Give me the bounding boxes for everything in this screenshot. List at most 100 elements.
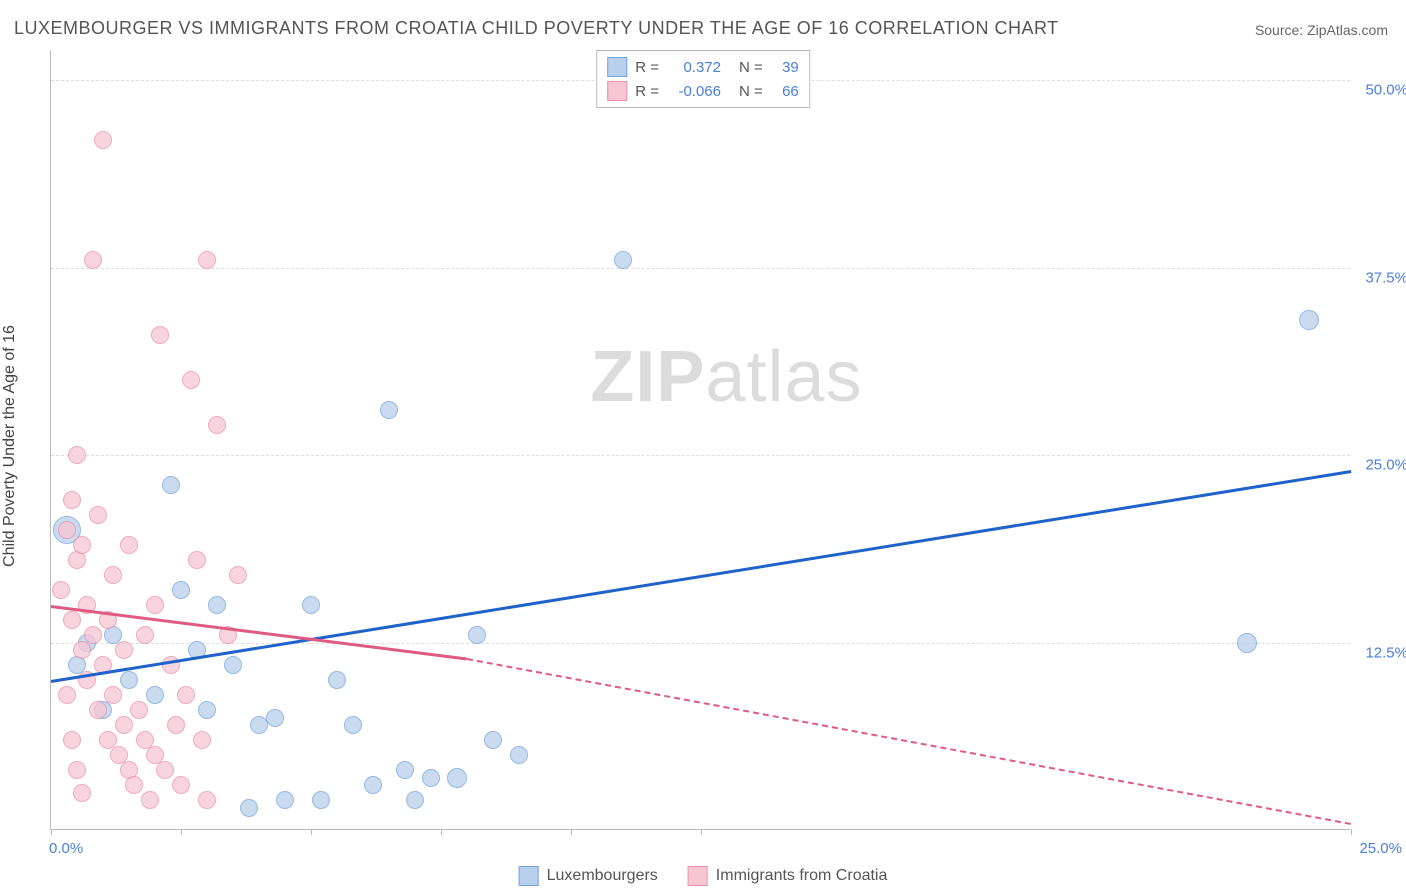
data-point (240, 799, 258, 817)
data-point (58, 521, 76, 539)
data-point (130, 701, 148, 719)
data-point (63, 491, 81, 509)
legend-correlation-row: R =0.372N =39 (607, 55, 799, 79)
data-point (151, 326, 169, 344)
data-point (120, 536, 138, 554)
data-point (406, 791, 424, 809)
y-tick-label: 25.0% (1365, 457, 1406, 474)
data-point (266, 709, 284, 727)
data-point (208, 596, 226, 614)
data-point (146, 596, 164, 614)
x-origin-label: 0.0% (49, 840, 83, 857)
data-point (396, 761, 414, 779)
x-tick (51, 829, 52, 835)
data-point (193, 731, 211, 749)
data-point (198, 701, 216, 719)
data-point (141, 791, 159, 809)
legend-series-label: Luxembourgers (547, 867, 658, 885)
r-label: R = (635, 83, 659, 100)
data-point (68, 761, 86, 779)
data-point (312, 791, 330, 809)
data-point (380, 401, 398, 419)
x-max-label: 25.0% (1359, 840, 1402, 857)
r-value: 0.372 (667, 59, 721, 76)
data-point (224, 656, 242, 674)
x-tick (441, 829, 442, 835)
data-point (136, 626, 154, 644)
data-point (188, 551, 206, 569)
data-point (1237, 633, 1257, 653)
data-point (125, 776, 143, 794)
n-label: N = (739, 83, 763, 100)
data-point (115, 716, 133, 734)
data-point (182, 371, 200, 389)
legend-series-label: Immigrants from Croatia (716, 867, 888, 885)
data-point (94, 131, 112, 149)
data-point (510, 746, 528, 764)
data-point (177, 686, 195, 704)
chart-title: LUXEMBOURGER VS IMMIGRANTS FROM CROATIA … (14, 18, 1059, 39)
data-point (73, 536, 91, 554)
x-tick (181, 829, 182, 835)
data-point (58, 686, 76, 704)
x-tick (571, 829, 572, 835)
data-point (229, 566, 247, 584)
data-point (198, 791, 216, 809)
data-point (84, 626, 102, 644)
data-point (89, 506, 107, 524)
data-point (614, 251, 632, 269)
data-point (198, 251, 216, 269)
data-point (162, 476, 180, 494)
data-point (484, 731, 502, 749)
data-point (146, 686, 164, 704)
watermark: ZIPatlas (590, 336, 862, 418)
data-point (172, 776, 190, 794)
x-tick (311, 829, 312, 835)
data-point (422, 769, 440, 787)
n-label: N = (739, 59, 763, 76)
data-point (120, 671, 138, 689)
data-point (73, 641, 91, 659)
data-point (364, 776, 382, 794)
trend-line-extrapolated (467, 658, 1351, 825)
data-point (344, 716, 362, 734)
plot-area: ZIPatlas 12.5%25.0%37.5%50.0%0.0%25.0% (50, 50, 1350, 830)
source-label: Source: ZipAtlas.com (1255, 22, 1388, 38)
y-tick-label: 50.0% (1365, 82, 1406, 99)
data-point (89, 701, 107, 719)
data-point (1299, 310, 1319, 330)
data-point (172, 581, 190, 599)
data-point (208, 416, 226, 434)
data-point (328, 671, 346, 689)
data-point (276, 791, 294, 809)
data-point (63, 611, 81, 629)
x-tick (701, 829, 702, 835)
data-point (104, 686, 122, 704)
gridline (51, 268, 1350, 269)
gridline (51, 455, 1350, 456)
data-point (167, 716, 185, 734)
n-value: 66 (771, 83, 799, 100)
x-tick (1351, 829, 1352, 835)
gridline (51, 643, 1350, 644)
legend-series-item: Luxembourgers (519, 866, 658, 886)
data-point (84, 251, 102, 269)
legend-correlation-row: R =-0.066N =66 (607, 79, 799, 103)
y-tick-label: 37.5% (1365, 269, 1406, 286)
legend-swatch (607, 57, 627, 77)
legend-swatch (519, 866, 539, 886)
series-legend: Luxembourgers Immigrants from Croatia (519, 866, 888, 886)
data-point (63, 731, 81, 749)
legend-series-item: Immigrants from Croatia (688, 866, 888, 886)
r-label: R = (635, 59, 659, 76)
data-point (68, 446, 86, 464)
data-point (302, 596, 320, 614)
data-point (468, 626, 486, 644)
legend-swatch (688, 866, 708, 886)
y-axis-label: Child Poverty Under the Age of 16 (1, 325, 19, 567)
correlation-legend: R =0.372N =39R =-0.066N =66 (596, 50, 810, 108)
data-point (104, 566, 122, 584)
data-point (156, 761, 174, 779)
data-point (447, 768, 467, 788)
legend-swatch (607, 81, 627, 101)
